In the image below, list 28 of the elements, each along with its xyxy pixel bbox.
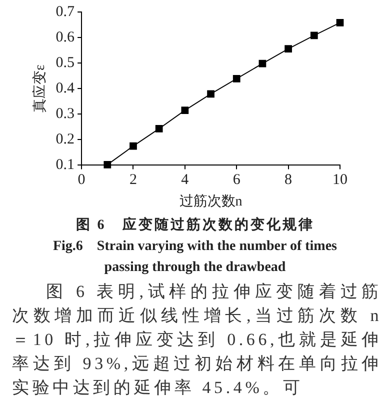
y-tick-label: 0.6 [56,29,76,46]
point [284,45,292,52]
caption: Fig.6 Strain varying with the number of times passing through the drawbead [52,238,338,277]
point [232,74,240,82]
y-axis-title: 真应变ε [32,64,48,113]
x-tick-label: 2 [129,172,137,188]
point [104,161,112,168]
y-tick-label: 0.1 [56,157,75,174]
y-tick-label: 0.2 [56,132,75,148]
caption: 图 6 应变随过筋次数的变化规律 [74,216,316,234]
x-tick-label: 8 [284,172,292,188]
point [181,106,189,114]
y-tick-label: 0.7 [56,4,76,20]
point [155,125,163,132]
point [130,142,137,150]
point [310,32,318,40]
point [258,60,266,68]
caption: 图 6 表明,试样的拉伸应变随着过筋次数增加而近似线性增长,当过筋次数 n＝10 时,拉伸应变达到 0.66,也就是延伸率达到 93%,远超过初始材料在单向拉伸实验中达到的延伸率 45.4%。可 [12,281,382,399]
y-tick-label: 0.4 [56,80,76,97]
x-tick-label: 6 [232,172,241,188]
x-tick-label: 4 [181,172,190,188]
x-tick-label: 0 [78,172,86,188]
point [207,90,214,98]
y-tick-label: 0.3 [56,106,75,122]
x-axis-title: 过筋次数n [179,193,242,210]
point [336,19,344,26]
y-tick-label: 0.5 [56,55,75,72]
x-tick-label: 10 [332,172,348,188]
